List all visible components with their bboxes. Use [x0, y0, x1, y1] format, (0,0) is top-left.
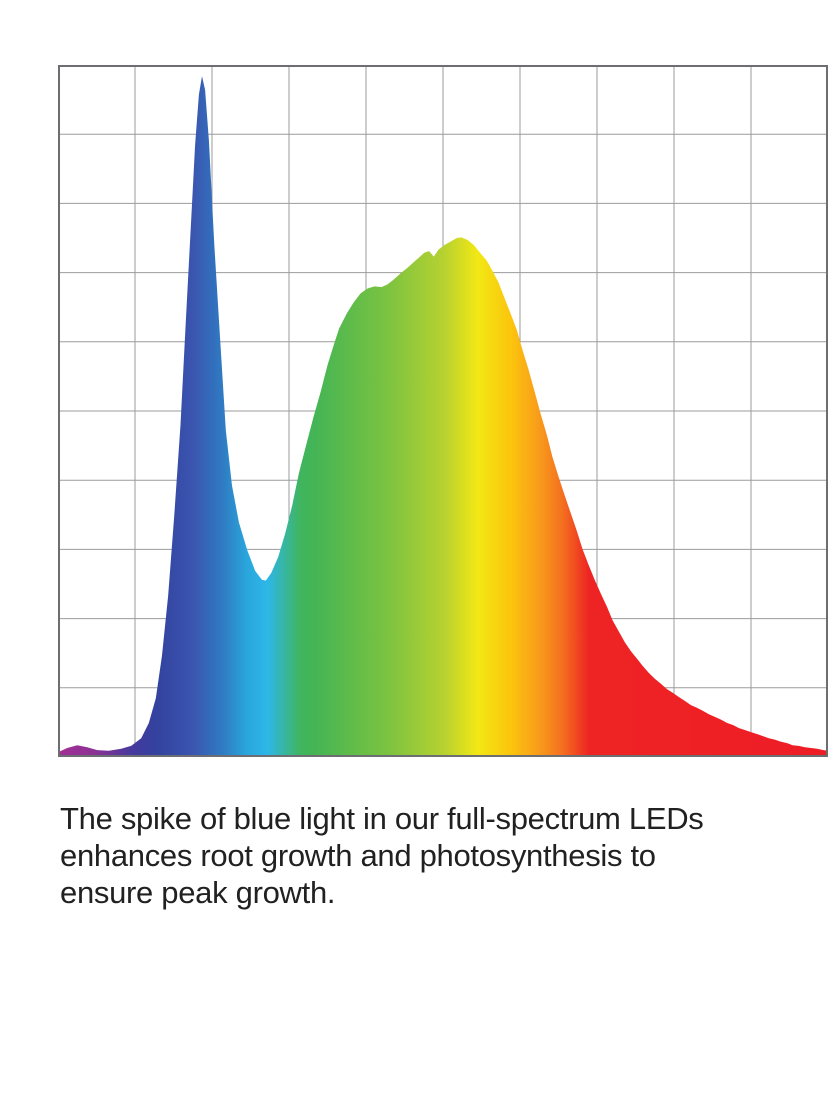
caption-line-1: The spike of blue light in our full-spec…: [60, 801, 704, 836]
chart-border: [58, 65, 828, 757]
caption-line-2: enhances root growth and photosynthesis …: [60, 838, 656, 873]
caption-line-3: ensure peak growth.: [60, 875, 336, 910]
spectrum-chart-svg: [58, 65, 828, 757]
spectrum-area: [58, 76, 828, 757]
spectrum-chart: [58, 65, 828, 757]
caption: The spike of blue light in our full-spec…: [60, 800, 810, 911]
